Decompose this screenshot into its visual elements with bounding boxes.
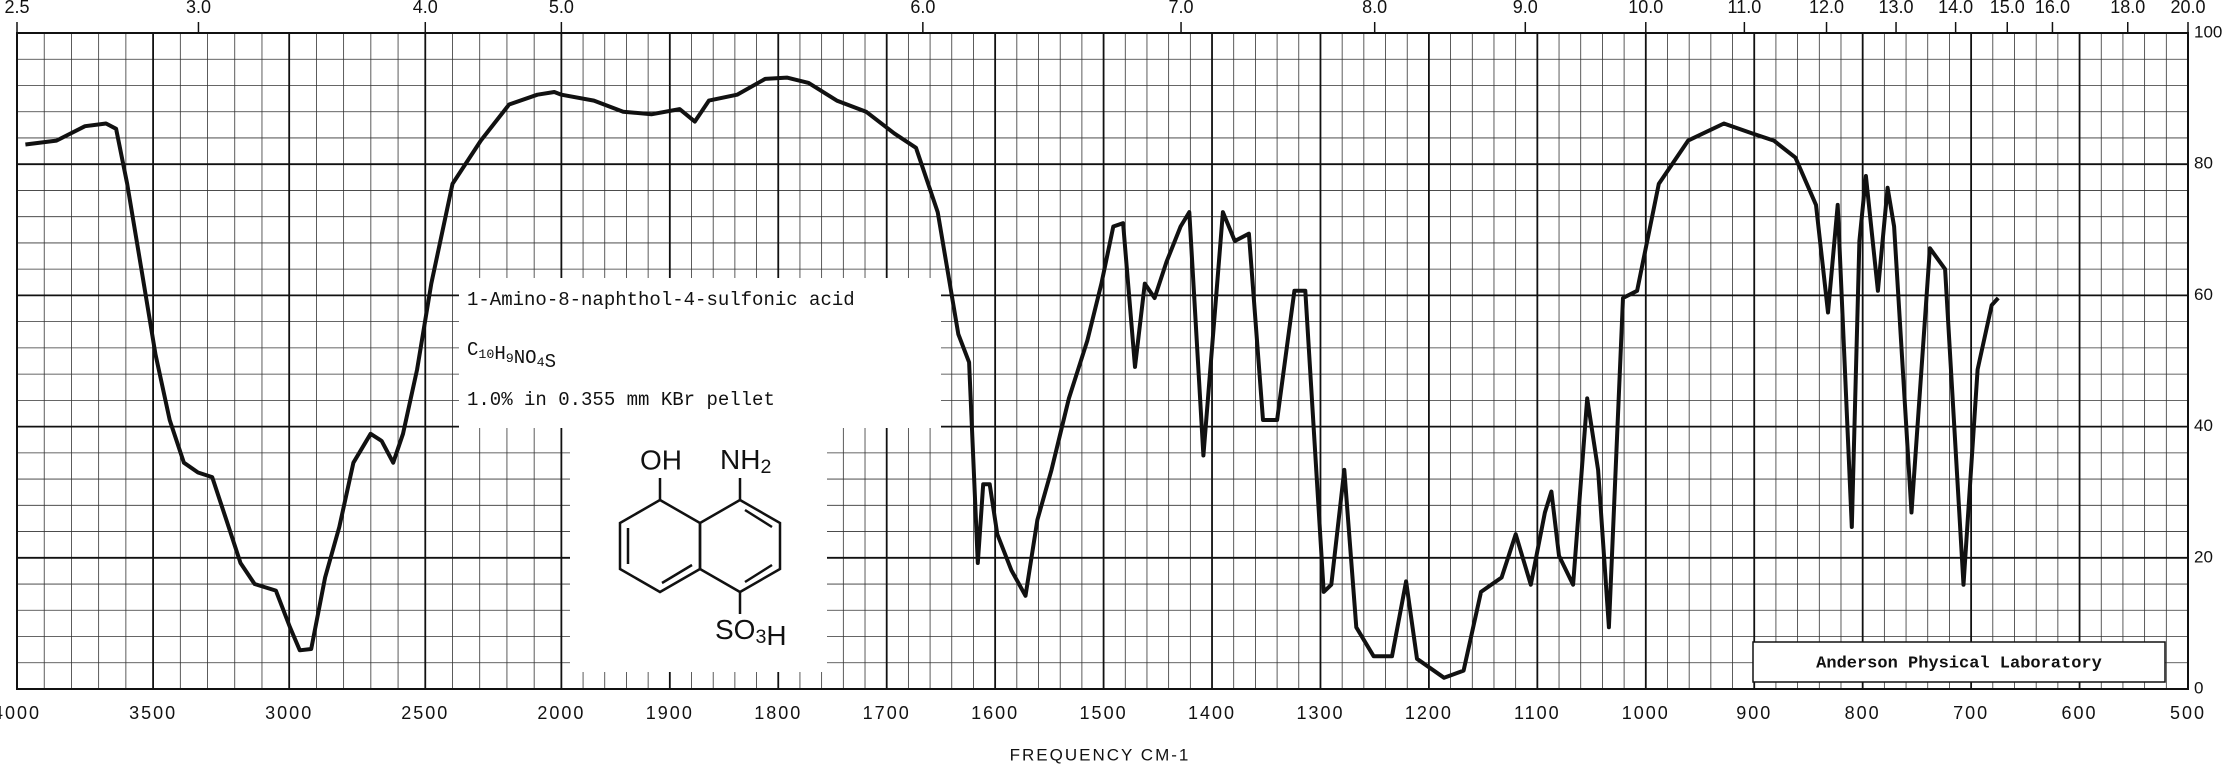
x2-tick-label: 11.0 bbox=[1728, 0, 1762, 17]
x-tick-label: 2000 bbox=[537, 703, 585, 723]
x2-tick-label: 2.5 bbox=[4, 0, 29, 17]
x2-tick-label: 5.0 bbox=[549, 0, 574, 17]
x-axis-title: FREQUENCY CM-1 bbox=[1010, 745, 1191, 764]
x-tick-label: 1000 bbox=[1622, 703, 1670, 723]
x-tick-label: 3500 bbox=[129, 703, 177, 723]
x-tick-label: 700 bbox=[1953, 703, 1989, 723]
group-nh2: NH2 bbox=[720, 444, 771, 478]
group-so3h: SO3H bbox=[715, 614, 787, 651]
x-tick-label: 1300 bbox=[1296, 703, 1344, 723]
x2-tick-label: 20.0 bbox=[2170, 0, 2205, 17]
lab-label: Anderson Physical Laboratory bbox=[1816, 654, 2102, 673]
x-tick-label: 4000 bbox=[0, 703, 41, 723]
x-tick-label: 1100 bbox=[1514, 703, 1561, 723]
annotation-box bbox=[459, 278, 941, 428]
y-tick-label: 40 bbox=[2194, 416, 2213, 435]
x-tick-label: 500 bbox=[2170, 703, 2206, 723]
ticks: 4000 3500 3000 2500 2000 1900 1800 1700 1600 1500… bbox=[0, 0, 2222, 723]
grid bbox=[16, 32, 2189, 690]
plot bbox=[25, 75, 2000, 680]
x-tick-label: 600 bbox=[2062, 703, 2098, 723]
x-tick-label: 1200 bbox=[1405, 703, 1453, 723]
x-tick-label: 1800 bbox=[754, 703, 802, 723]
x2-tick-label: 14.0 bbox=[1938, 0, 1973, 17]
x2-tick-label: 6.0 bbox=[910, 0, 935, 17]
x2-tick-label: 13.0 bbox=[1879, 0, 1914, 17]
group-oh: OH bbox=[640, 444, 682, 475]
x-tick-label: 1900 bbox=[646, 703, 694, 723]
plot-frame bbox=[16, 32, 2189, 690]
lab-box bbox=[1752, 641, 2166, 683]
x-tick-label: 1500 bbox=[1080, 703, 1128, 723]
x-tick-label: 1400 bbox=[1188, 703, 1236, 723]
x2-tick-label: 10.0 bbox=[1628, 0, 1663, 17]
x2-tick-label: 12.0 bbox=[1809, 0, 1844, 17]
x2-tick-label: 3.0 bbox=[186, 0, 211, 17]
x2-tick-label: 8.0 bbox=[1362, 0, 1387, 17]
x2-tick-label: 16.0 bbox=[2035, 0, 2070, 17]
x2-tick-label: 15.0 bbox=[1990, 0, 2025, 17]
y-tick-label: 0 bbox=[2194, 678, 2203, 697]
compound-name: 1-Amino-8-naphthol-4-sulfonic acid bbox=[467, 289, 855, 311]
x-tick-label: 900 bbox=[1736, 703, 1772, 723]
x-tick-label: 800 bbox=[1845, 703, 1881, 723]
structure bbox=[618, 478, 782, 614]
x2-tick-label: 4.0 bbox=[413, 0, 438, 17]
x2-tick-label: 7.0 bbox=[1169, 0, 1194, 17]
y-tick-label: 100 bbox=[2194, 22, 2222, 41]
structure-box bbox=[570, 428, 827, 672]
x-tick-label: 1600 bbox=[971, 703, 1019, 723]
y-tick-label: 80 bbox=[2194, 154, 2213, 173]
x-tick-label: 3000 bbox=[265, 703, 313, 723]
x-tick-label: 2500 bbox=[401, 703, 449, 723]
x-tick-label: 1700 bbox=[863, 703, 911, 723]
sample-info: 1.0% in 0.355 mm KBr pellet bbox=[467, 389, 775, 411]
formula: C10H9NO4S bbox=[467, 339, 556, 373]
y-tick-label: 20 bbox=[2194, 547, 2213, 566]
x2-tick-label: 18.0 bbox=[2110, 0, 2145, 17]
y-tick-label: 60 bbox=[2194, 285, 2213, 304]
spectrum-line bbox=[25, 75, 2000, 680]
x2-tick-label: 9.0 bbox=[1513, 0, 1538, 17]
